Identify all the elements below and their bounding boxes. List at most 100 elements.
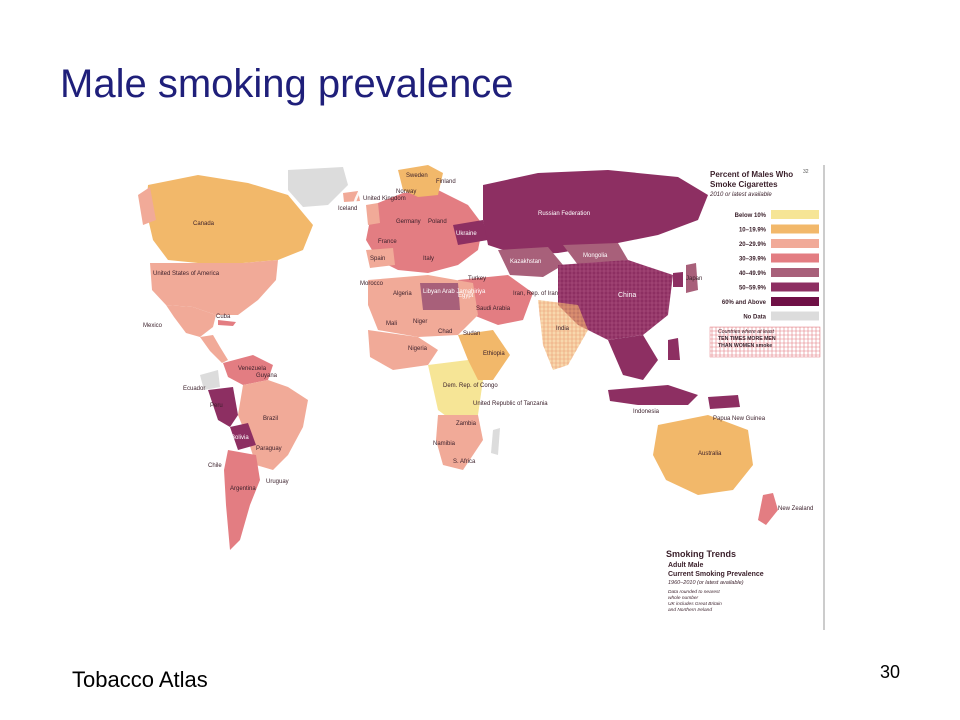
madagascar-region	[491, 428, 500, 455]
label-sweden: Sweden	[406, 173, 428, 179]
label-indonesia: Indonesia	[633, 409, 660, 415]
trends-note2: whole number	[668, 595, 699, 601]
new-zealand-region	[758, 493, 778, 525]
world-map-figure: Canada United States of America Mexico C…	[138, 165, 825, 630]
legend-label: 30–39.9%	[739, 257, 767, 263]
label-drc: Dem. Rep. of Congo	[443, 383, 498, 389]
philippines-region	[668, 338, 680, 360]
east-africa-region	[458, 330, 510, 380]
label-iran: Iran, Rep. of Iran	[513, 291, 558, 297]
russia-region	[483, 170, 708, 255]
alaska-region	[138, 187, 156, 225]
label-tanzania: United Republic of Tanzania	[473, 401, 548, 407]
label-italy: Italy	[423, 256, 434, 262]
peru-region	[208, 387, 238, 427]
label-nigeria: Nigeria	[408, 346, 428, 352]
label-kazakhstan: Kazakhstan	[510, 259, 541, 265]
legend-hatch-note-3: THAN WOMEN smoke	[718, 343, 772, 349]
label-algeria: Algeria	[393, 291, 412, 297]
australia-region	[653, 415, 753, 495]
bolivia-region	[230, 423, 256, 450]
label-guyana: Guyana	[256, 373, 278, 379]
uk-region	[366, 203, 380, 225]
korea-region	[673, 272, 683, 287]
trends-note4: and Northern Ireland	[668, 607, 712, 613]
label-iceland: Iceland	[338, 206, 357, 212]
legend-label: No Data	[743, 315, 766, 321]
legend-label: 40–49.9%	[739, 271, 767, 277]
colombia-venezuela-region	[223, 355, 273, 385]
legend-swatch	[771, 210, 819, 219]
label-saudi: Saudi Arabia	[476, 306, 511, 312]
scandinavia-region	[398, 165, 443, 197]
label-turkey: Turkey	[468, 276, 486, 282]
label-chad: Chad	[438, 329, 452, 335]
greenland-region	[288, 167, 348, 207]
japan-region	[686, 263, 698, 293]
legend-subtitle: 2010 or latest available	[709, 192, 772, 198]
label-bolivia: Bolivia	[231, 435, 249, 441]
label-australia: Australia	[698, 451, 722, 457]
label-cuba: Cuba	[216, 314, 231, 320]
legend-swatch	[771, 268, 819, 277]
label-spain: Spain	[370, 256, 385, 262]
europe-region	[366, 190, 483, 273]
legend-hatch-note-2: TEN TIMES MORE MEN	[718, 336, 776, 342]
label-germany: Germany	[396, 219, 421, 225]
label-canada: Canada	[193, 221, 215, 227]
legend-swatch	[771, 311, 819, 321]
label-ethiopia: Ethiopia	[483, 351, 505, 357]
kazakhstan-region	[498, 247, 563, 277]
label-china: China	[618, 292, 636, 299]
legend-label: 20–29.9%	[739, 242, 767, 248]
legend-label: 50–59.9%	[739, 286, 767, 292]
label-uk: United Kingdom	[363, 196, 406, 202]
label-new-zealand: New Zealand	[778, 506, 813, 512]
label-mexico: Mexico	[143, 323, 163, 329]
ukraine-region	[453, 220, 488, 245]
legend-hatch-note-1: Countries where at least	[718, 329, 774, 335]
label-papua: Papua New Guinea	[713, 416, 766, 422]
label-paraguay: Paraguay	[256, 446, 282, 452]
legend-swatch	[771, 297, 819, 306]
legend-swatch	[771, 239, 819, 248]
smoking-trends-note: Smoking Trends Adult Male Current Smokin…	[666, 549, 764, 613]
label-libya: Libyan Arab Jamahiriya	[423, 289, 486, 295]
trends-line2: Current Smoking Prevalence	[668, 571, 764, 578]
label-norway: Norway	[396, 189, 416, 195]
label-sudan: Sudan	[463, 331, 480, 337]
trends-title: Smoking Trends	[666, 549, 736, 559]
spain-region	[366, 248, 395, 268]
legend-label: 10–19.9%	[739, 228, 767, 234]
india-base-region	[538, 300, 588, 370]
southeast-asia-region	[608, 335, 658, 380]
label-chile: Chile	[208, 463, 222, 469]
label-peru: Peru	[210, 403, 223, 409]
trends-note1: Data rounded to nearest	[668, 589, 720, 595]
label-venezuela: Venezuela	[238, 366, 267, 372]
trends-note3: UK includes Great Britain	[668, 601, 722, 607]
ecuador-region	[200, 370, 220, 390]
label-uruguay: Uruguay	[266, 479, 289, 485]
label-zambia: Zambia	[456, 421, 477, 427]
map-page-number: 32	[803, 169, 809, 175]
legend-hatch-swatch	[709, 326, 821, 358]
indonesia-region	[608, 385, 698, 405]
legend-title-line2: Smoke Cigarettes	[710, 180, 778, 189]
country-labels: Canada United States of America Mexico C…	[143, 173, 813, 512]
slide-title: Male smoking prevalence	[60, 62, 514, 106]
mexico-region	[166, 305, 216, 337]
southern-africa-region	[436, 415, 483, 470]
page-number: 30	[879, 662, 900, 682]
label-egypt: Egypt	[458, 293, 474, 299]
legend-swatch	[771, 253, 819, 263]
central-america-region	[200, 335, 228, 363]
legend-label: Below 10%	[735, 213, 767, 219]
legend-swatch	[771, 282, 819, 292]
trends-line3: 1960–2010 (or latest available)	[668, 580, 744, 586]
mongolia-region	[563, 243, 628, 265]
label-japan: Japan	[686, 276, 702, 282]
label-poland: Poland	[428, 219, 447, 225]
label-morocco: Morocco	[360, 281, 384, 287]
label-usa: United States of America	[153, 271, 220, 277]
